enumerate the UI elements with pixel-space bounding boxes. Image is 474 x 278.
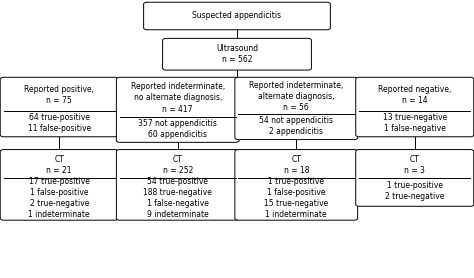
FancyBboxPatch shape [356,77,474,137]
FancyBboxPatch shape [0,77,118,137]
FancyBboxPatch shape [0,150,118,220]
FancyBboxPatch shape [144,2,330,30]
Text: CT
n = 18: CT n = 18 [283,155,309,175]
FancyBboxPatch shape [235,77,357,140]
Text: 1 true-positive
2 true-negative: 1 true-positive 2 true-negative [385,181,445,201]
FancyBboxPatch shape [117,77,239,142]
Text: Ultrasound
n = 562: Ultrasound n = 562 [216,44,258,64]
Text: 54 true-positive
188 true-negative
1 false-negative
9 indeterminate: 54 true-positive 188 true-negative 1 fal… [143,177,212,219]
Text: CT
n = 252: CT n = 252 [163,155,193,175]
Text: 13 true-negative
1 false-negative: 13 true-negative 1 false-negative [383,113,447,133]
Text: CT
n = 3: CT n = 3 [404,155,425,175]
Text: 64 true-positive
11 false-positive: 64 true-positive 11 false-positive [27,113,91,133]
Text: Suspected appendicitis: Suspected appendicitis [192,11,282,21]
Text: Reported positive,
n = 75: Reported positive, n = 75 [24,85,94,105]
Text: CT
n = 21: CT n = 21 [46,155,72,175]
Text: Reported indeterminate,
no alternate diagnosis,
n = 417: Reported indeterminate, no alternate dia… [131,82,225,114]
Text: 1 true-positive
1 false-positive
15 true-negative
1 indeterminate: 1 true-positive 1 false-positive 15 true… [264,177,328,219]
Text: 54 not appendicitis
2 appendicitis: 54 not appendicitis 2 appendicitis [259,116,333,136]
Text: 357 not appendicitis
60 appendicitis: 357 not appendicitis 60 appendicitis [138,118,217,139]
Text: Reported indeterminate,
alternate diagnosis,
n = 56: Reported indeterminate, alternate diagno… [249,81,343,112]
Text: Reported negative,
n = 14: Reported negative, n = 14 [378,85,451,105]
FancyBboxPatch shape [117,150,239,220]
FancyBboxPatch shape [356,150,474,206]
FancyBboxPatch shape [163,38,311,70]
Text: 17 true-positive
1 false-positive
2 true-negative
1 indeterminate: 17 true-positive 1 false-positive 2 true… [28,177,90,219]
FancyBboxPatch shape [235,150,357,220]
